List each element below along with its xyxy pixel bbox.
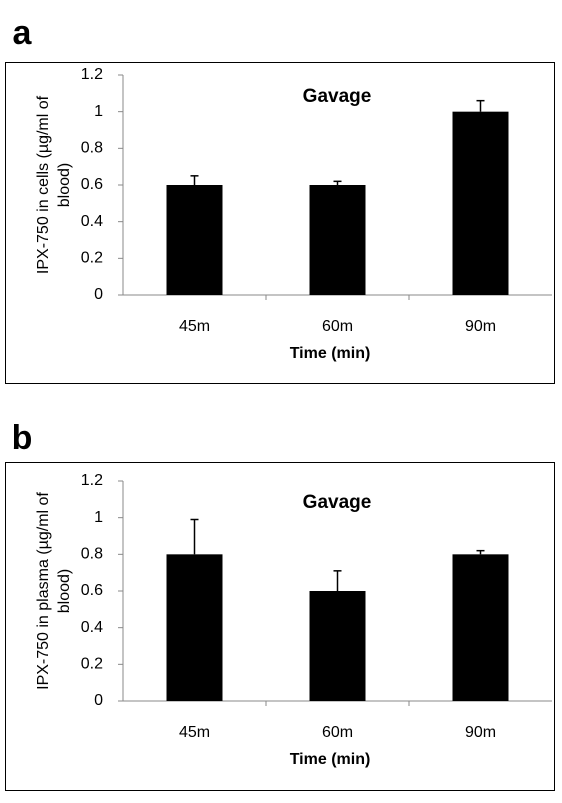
panel-label: b [12, 419, 33, 457]
y-tick-label: 1 [94, 103, 103, 120]
chart-title: Gavage [303, 86, 372, 107]
y-tick-label: 0.6 [81, 582, 103, 599]
y-tick-label: 0.4 [81, 619, 103, 636]
chart-title: Gavage [303, 492, 372, 513]
x-tick-label: 90m [465, 724, 496, 741]
y-tick-label: 0 [94, 692, 103, 709]
bar [452, 554, 509, 701]
error-bar [476, 549, 485, 555]
y-tick-label: 1.2 [81, 472, 103, 489]
y-axis-label: blood) [56, 569, 73, 613]
bar [166, 185, 223, 295]
x-tick-label: 90m [465, 318, 496, 335]
y-tick-label: 0.8 [81, 140, 103, 157]
y-axis-label: IPX-750 in cells (µg/ml of [35, 95, 52, 274]
y-tick-label: 0.2 [81, 250, 103, 267]
chart-frame [5, 62, 555, 384]
error-bar [190, 175, 199, 185]
error-bar [476, 99, 485, 112]
y-tick-label: 0 [94, 286, 103, 303]
y-tick-label: 1.2 [81, 66, 103, 83]
y-tick-label: 0.4 [81, 213, 103, 230]
chart-frame [5, 462, 555, 791]
x-tick-label: 45m [179, 318, 210, 335]
x-tick-label: 60m [322, 724, 353, 741]
error-bar [190, 518, 199, 555]
error-bar [333, 180, 342, 185]
y-tick-label: 0.2 [81, 656, 103, 673]
y-axis-label: IPX-750 in plasma (µg/ml of [35, 492, 52, 690]
bar [166, 554, 223, 701]
y-tick-label: 1 [94, 509, 103, 526]
error-bar [333, 570, 342, 591]
y-tick-label: 0.6 [81, 176, 103, 193]
x-axis-label: Time (min) [290, 345, 371, 362]
y-tick-label: 0.8 [81, 546, 103, 563]
x-tick-label: 60m [322, 318, 353, 335]
bar [309, 591, 366, 701]
x-axis-label: Time (min) [290, 751, 371, 768]
panel-label: a [13, 14, 33, 52]
bar [309, 185, 366, 295]
y-axis-label: blood) [56, 163, 73, 207]
bar [452, 111, 509, 296]
x-tick-label: 45m [179, 724, 210, 741]
